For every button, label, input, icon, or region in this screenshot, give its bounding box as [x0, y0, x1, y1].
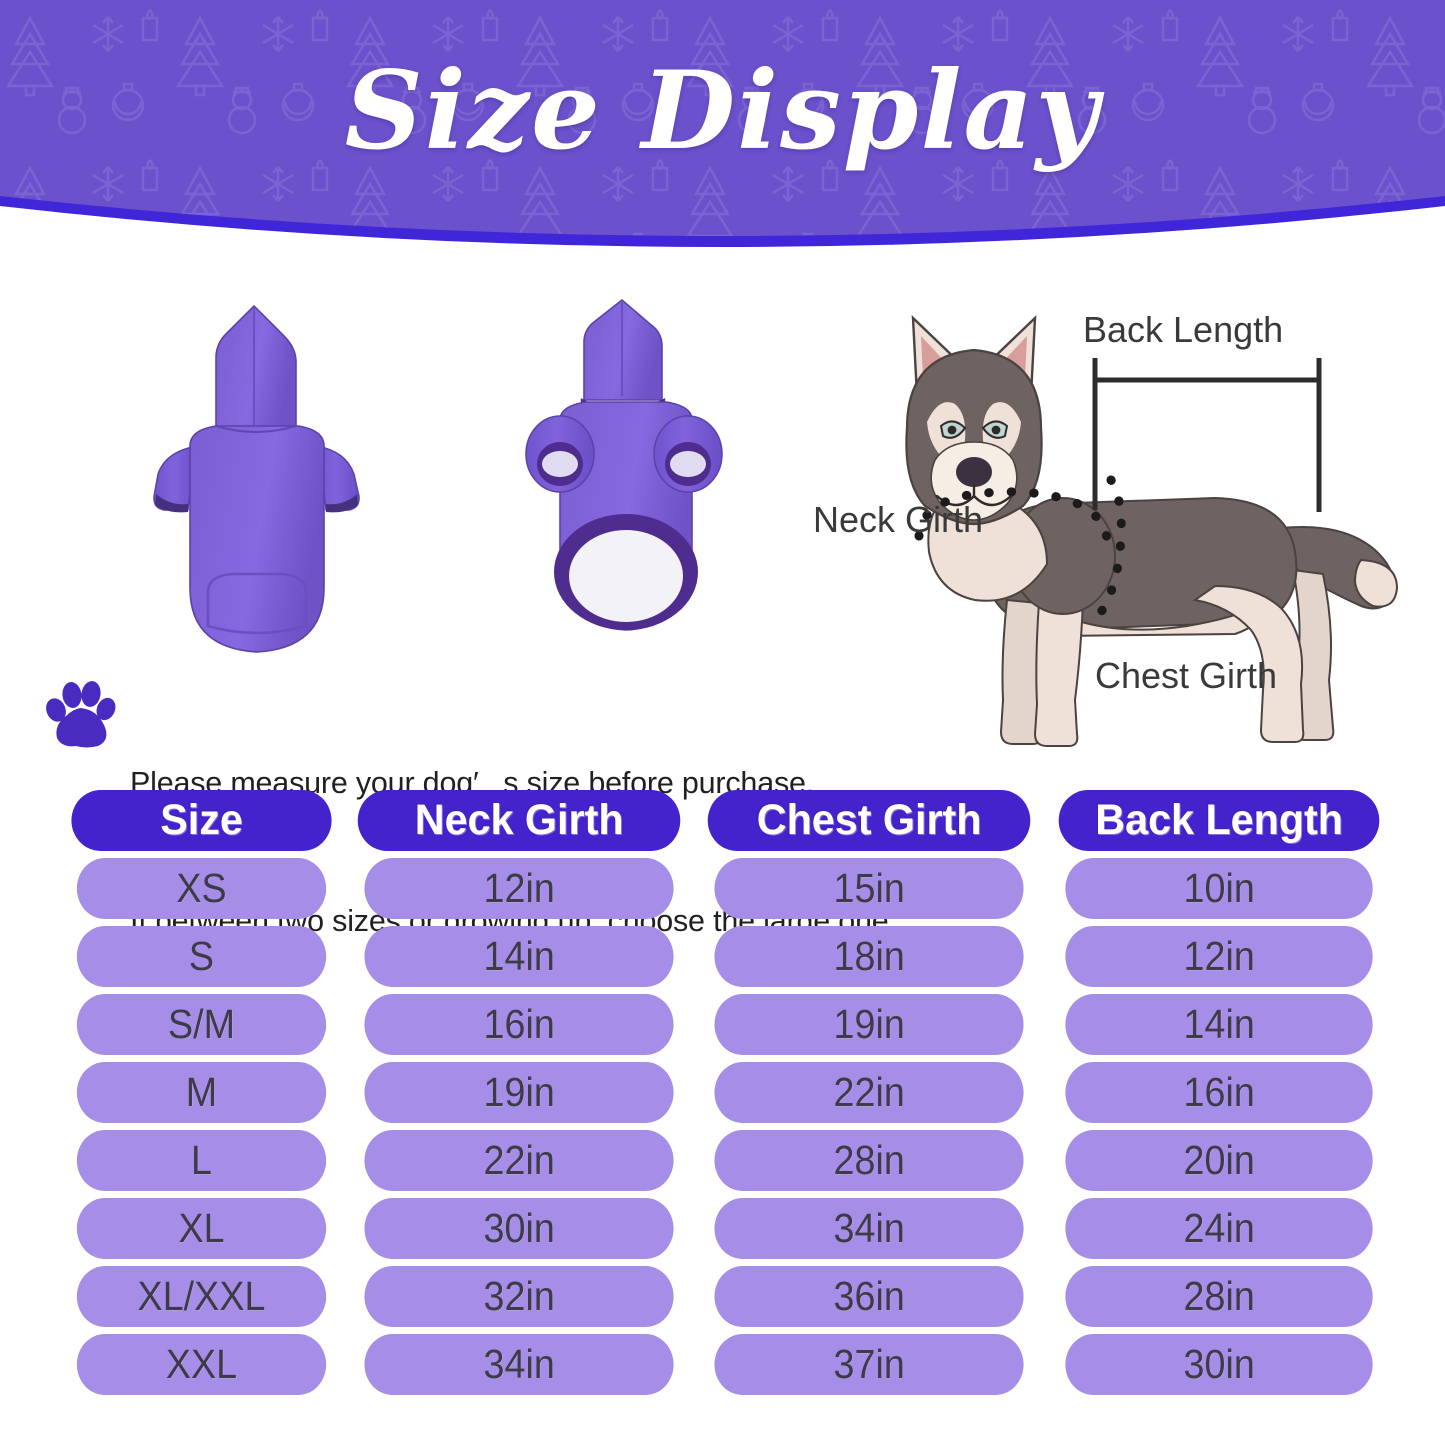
cell-chest: 37in: [714, 1334, 1025, 1395]
hood-shape: [215, 304, 297, 429]
header-banner: Size Display: [0, 0, 1445, 262]
table-row: XL 30in 34in 24in: [66, 1198, 1386, 1259]
cell-chest: 28in: [714, 1130, 1025, 1191]
cell-chest: 34in: [714, 1198, 1025, 1259]
dog-measurement-diagram: Back Length Neck Girth Chest Girth: [813, 309, 1399, 747]
hood-base: [215, 425, 297, 433]
column-header-size: Size: [71, 790, 332, 851]
table-row: M 19in 22in 16in: [66, 1062, 1386, 1123]
cell-neck: 30in: [364, 1198, 674, 1259]
cell-size: S/M: [76, 994, 327, 1055]
table-row: S 14in 18in 12in: [66, 926, 1386, 987]
table-row: S/M 16in 19in 14in: [66, 994, 1386, 1055]
dog-hoodie-front-view: [525, 298, 723, 631]
cell-back: 20in: [1065, 1130, 1373, 1191]
cell-back: 14in: [1065, 994, 1373, 1055]
husky-illustration: [905, 315, 1399, 747]
cell-back: 10in: [1065, 858, 1373, 919]
dog-mouth: [935, 484, 1013, 507]
belly-opening-lining: [569, 530, 683, 622]
cell-size: XL/XXL: [76, 1266, 327, 1327]
cell-chest: 36in: [714, 1266, 1025, 1327]
banner-shape: [0, 0, 1445, 247]
pocket-outline: [206, 572, 308, 635]
neck-girth-line: [914, 487, 1112, 545]
sleeve-right: [314, 445, 360, 511]
table-row: L 22in 28in 20in: [66, 1130, 1386, 1191]
cuff-right: [326, 494, 358, 513]
column-header-chest-girth: Chest Girth: [708, 790, 1031, 851]
cell-neck: 34in: [364, 1334, 674, 1395]
dog-tail-tip: [1353, 558, 1399, 608]
cuff-left: [155, 494, 188, 513]
column-header-back-length: Back Length: [1058, 790, 1380, 851]
page-title: Size Display: [344, 48, 1101, 174]
label-back-length: Back Length: [1083, 309, 1283, 350]
cell-back: 28in: [1065, 1266, 1373, 1327]
cell-size: S: [76, 926, 327, 987]
cell-neck: 12in: [364, 858, 674, 919]
label-chest-girth: Chest Girth: [1095, 655, 1277, 696]
dog-nose: [956, 457, 992, 487]
table-row: XS 12in 15in 10in: [66, 858, 1386, 919]
cell-back: 16in: [1065, 1062, 1373, 1123]
measurement-note: Please measure your dog′ s size before p…: [42, 668, 972, 938]
hoodie-body: [189, 425, 325, 653]
cell-size: L: [76, 1130, 327, 1191]
cell-back: 30in: [1065, 1334, 1373, 1395]
sleeve-right-lining: [670, 451, 706, 477]
paw-print-icon: [46, 681, 116, 748]
cell-neck: 19in: [364, 1062, 674, 1123]
cell-chest: 18in: [714, 926, 1025, 987]
dog-pupil-right: [991, 425, 1001, 435]
size-chart-table: Size Neck Girth Chest Girth Back Length …: [66, 790, 1386, 1395]
sleeve-left: [153, 445, 200, 511]
cell-size: XS: [76, 858, 327, 919]
table-row: XXL 34in 37in 30in: [66, 1334, 1386, 1395]
dog-pupil-left: [947, 425, 957, 435]
cell-size: XXL: [76, 1334, 327, 1395]
cell-size: M: [76, 1062, 327, 1123]
cell-size: XL: [76, 1198, 327, 1259]
dog-front-leg-near: [1033, 598, 1085, 747]
banner-pattern: [0, 0, 1445, 236]
dog-hoodie-back-view: [153, 304, 360, 653]
cell-neck: 14in: [364, 926, 674, 987]
cell-back: 12in: [1065, 926, 1373, 987]
cell-neck: 16in: [364, 994, 674, 1055]
table-header-row: Size Neck Girth Chest Girth Back Length: [66, 790, 1386, 851]
dog-hind-leg-near: [1192, 584, 1305, 743]
column-header-neck-girth: Neck Girth: [357, 790, 681, 851]
cell-neck: 32in: [364, 1266, 674, 1327]
cell-neck: 22in: [364, 1130, 674, 1191]
sleeve-left-lining: [542, 451, 578, 477]
table-row: XL/XXL 32in 36in 28in: [66, 1266, 1386, 1327]
label-neck-girth: Neck Girth: [813, 499, 983, 540]
cell-chest: 22in: [714, 1062, 1025, 1123]
cell-chest: 19in: [714, 994, 1025, 1055]
cell-chest: 15in: [714, 858, 1025, 919]
cell-back: 24in: [1065, 1198, 1373, 1259]
back-length-bracket: [1092, 358, 1322, 512]
